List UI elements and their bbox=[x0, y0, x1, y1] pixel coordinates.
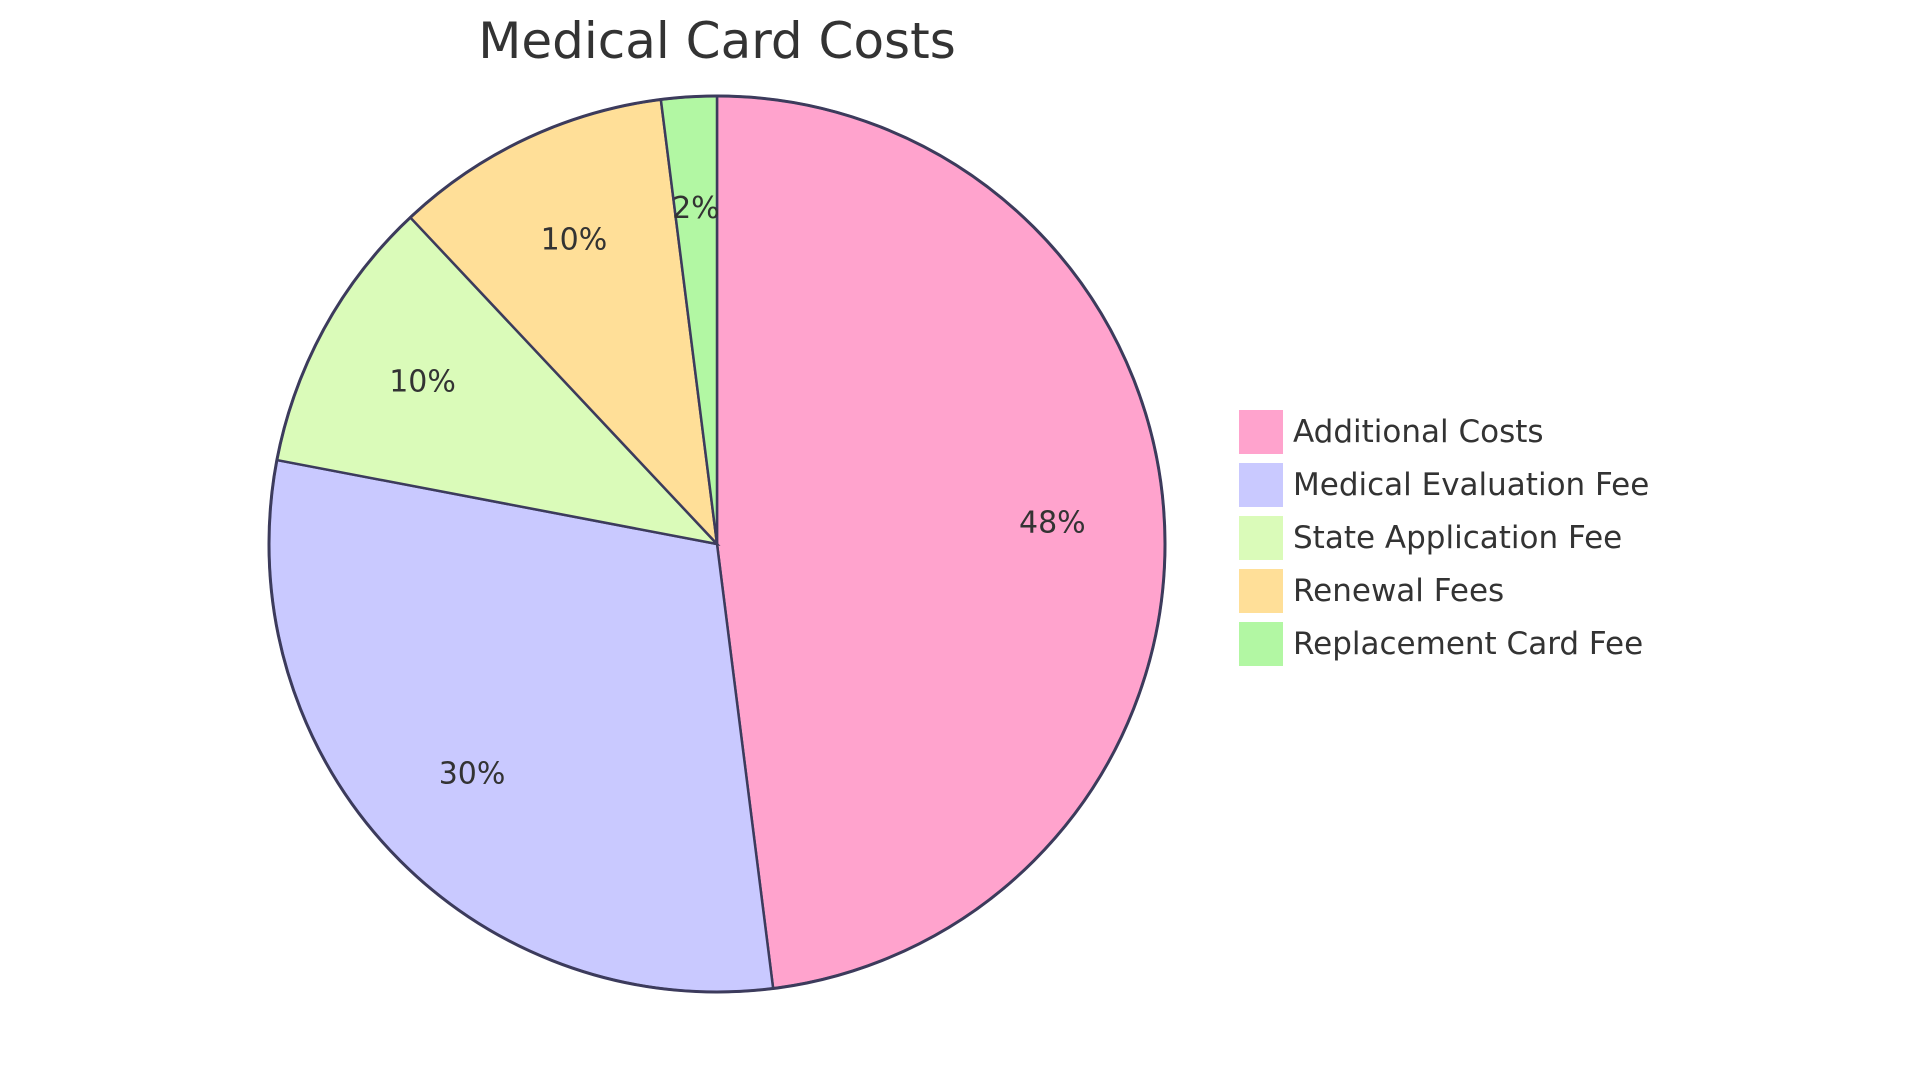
slice-percent-label: 2% bbox=[672, 191, 720, 226]
legend-swatch bbox=[1239, 410, 1283, 454]
legend-swatch bbox=[1239, 463, 1283, 507]
legend-swatch bbox=[1239, 516, 1283, 560]
legend-label: State Application Fee bbox=[1293, 520, 1622, 556]
legend-swatch bbox=[1239, 622, 1283, 666]
legend-label: Renewal Fees bbox=[1293, 573, 1504, 609]
pie-slices bbox=[267, 94, 1167, 994]
chart-title: Medical Card Costs bbox=[478, 12, 956, 70]
legend-label: Medical Evaluation Fee bbox=[1293, 467, 1649, 503]
legend: Additional Costs Medical Evaluation Fee St… bbox=[1239, 410, 1649, 666]
slice-percent-label: 48% bbox=[1019, 505, 1086, 540]
legend-swatch bbox=[1239, 569, 1283, 613]
legend-label: Replacement Card Fee bbox=[1293, 626, 1643, 662]
slice-percent-label: 10% bbox=[389, 365, 456, 400]
pie-outline bbox=[267, 94, 1167, 994]
slice-percent-label: 10% bbox=[541, 222, 608, 257]
pie-slice-labels: 48% 30% 10% 10% 2% bbox=[389, 191, 1085, 791]
pie-slice-additional-costs bbox=[715, 94, 1167, 990]
slice-percent-label: 30% bbox=[439, 757, 506, 792]
legend-label: Additional Costs bbox=[1293, 414, 1544, 450]
